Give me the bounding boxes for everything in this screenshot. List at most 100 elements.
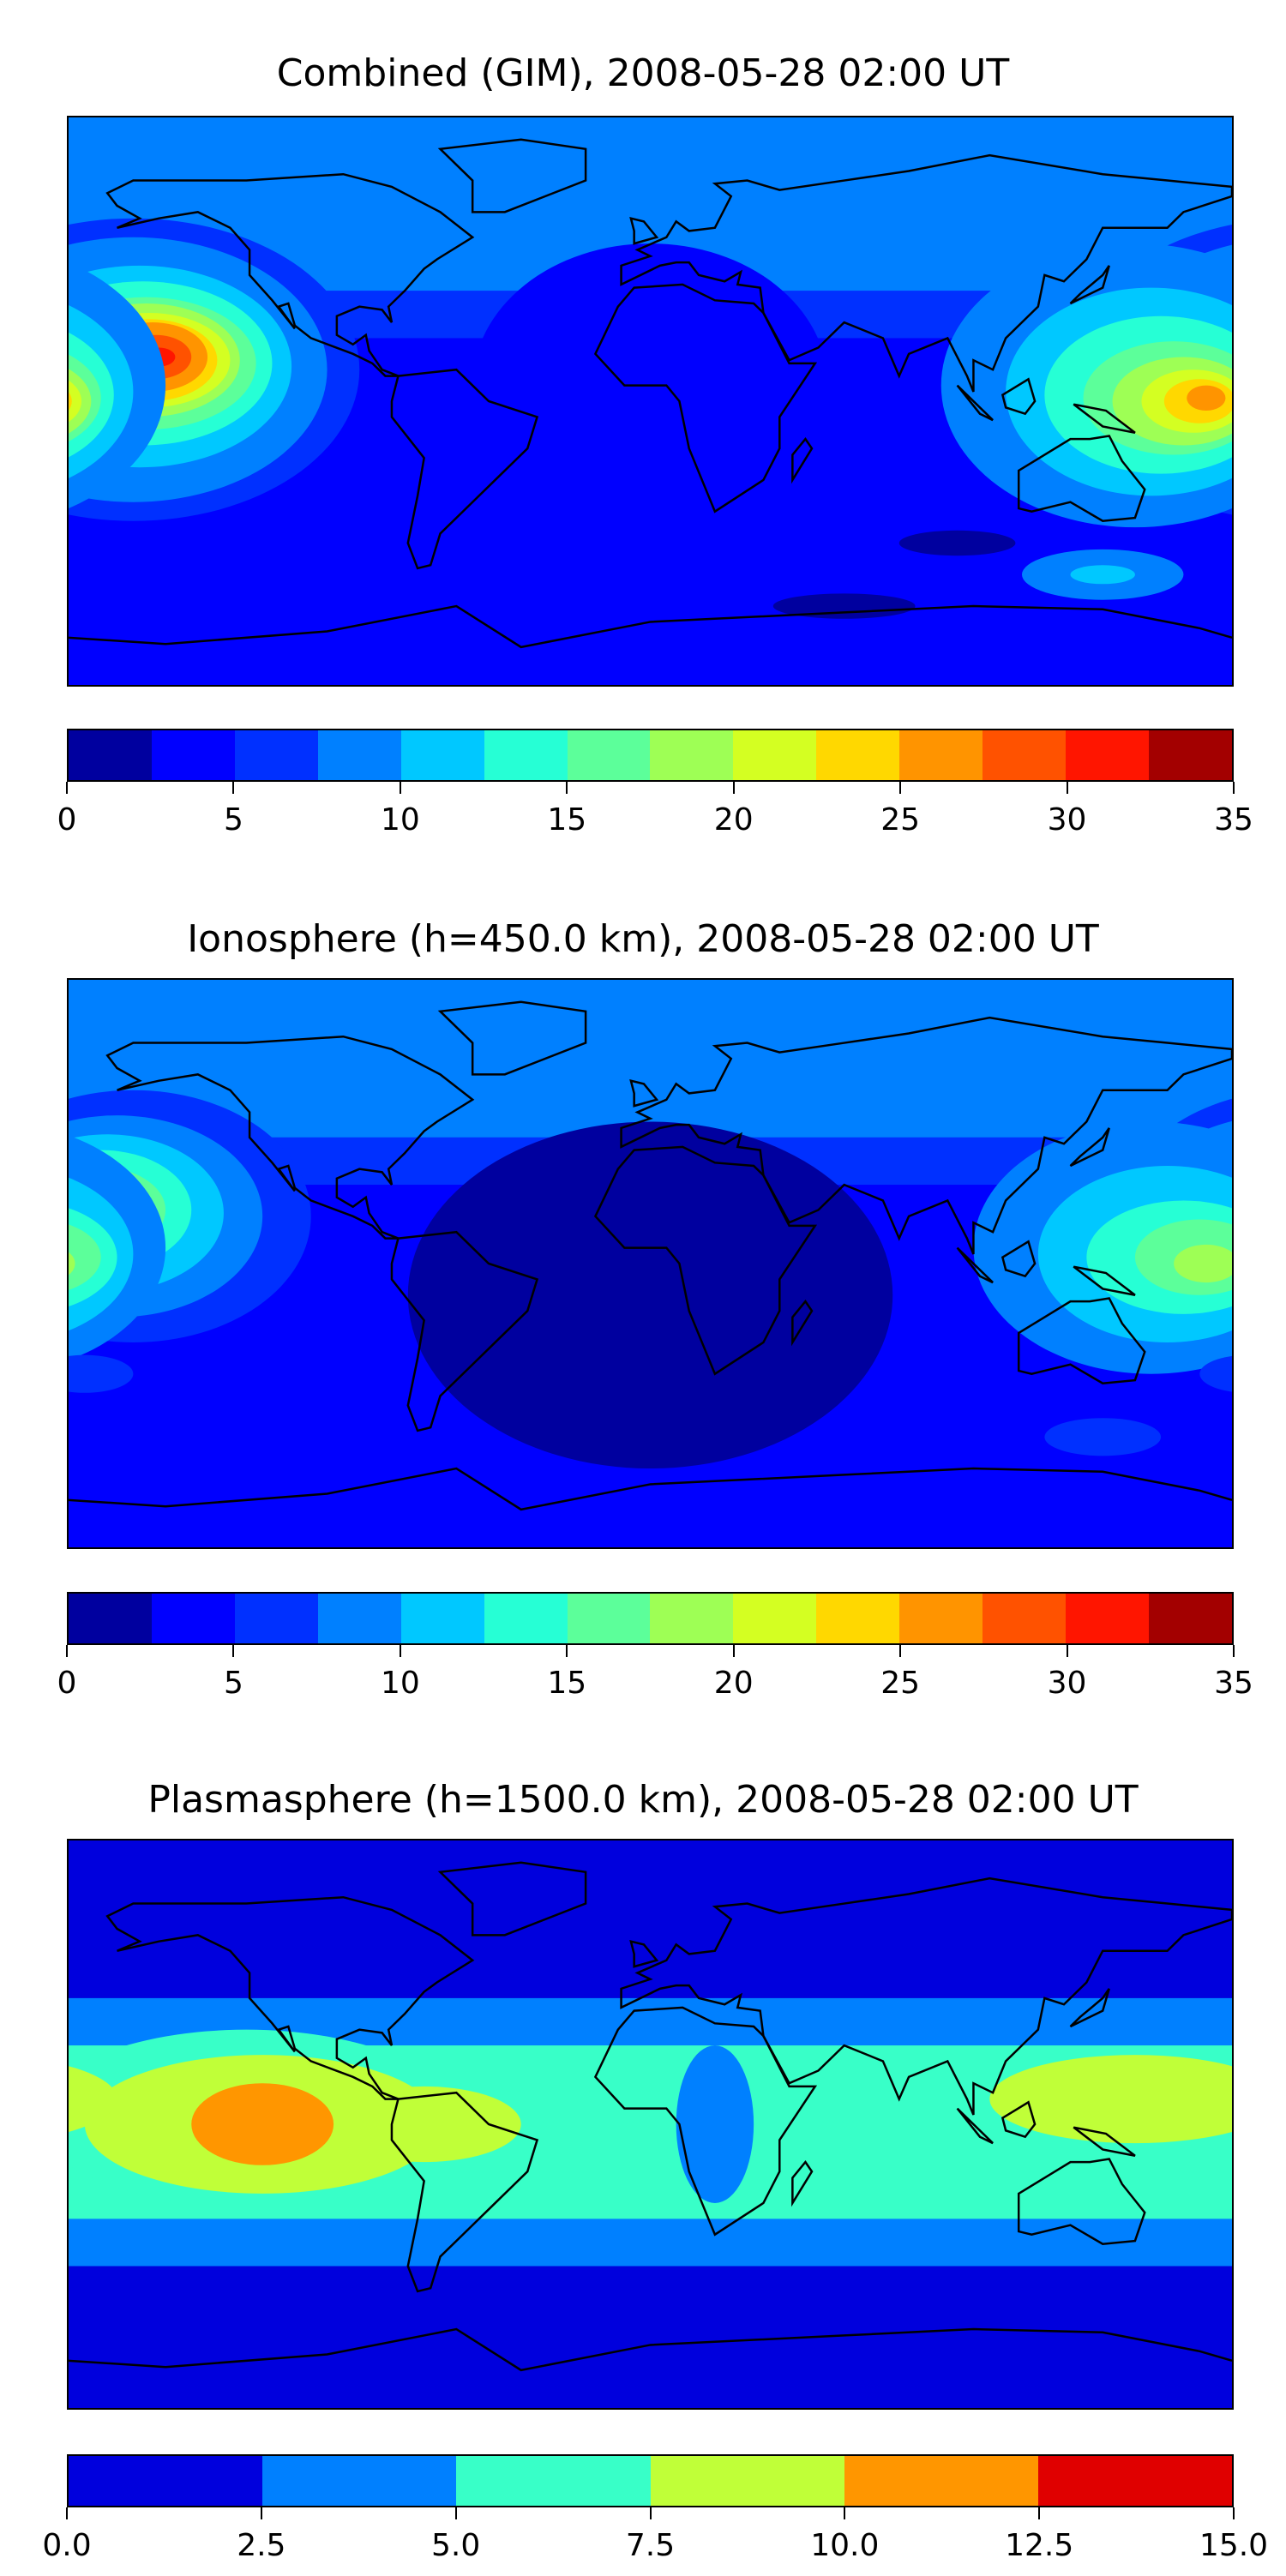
colorbar-segment xyxy=(484,1594,568,1643)
coastline xyxy=(1002,379,1035,413)
colorbar-tick xyxy=(844,2507,846,2519)
colorbar-segment xyxy=(650,730,734,780)
coastline-antarctica xyxy=(69,606,1232,647)
contour-region xyxy=(772,593,916,619)
colorbar-tick-label: 7.5 xyxy=(625,2528,676,2563)
colorbar-tick-label: 25 xyxy=(880,1666,921,1701)
map-title-plasmasphere: Plasmasphere (h=1500.0 km), 2008-05-28 0… xyxy=(147,1778,1139,1822)
coastline xyxy=(631,219,657,243)
colorbar-segment xyxy=(899,1594,983,1643)
coastline xyxy=(392,2093,538,2291)
colorbar-tick xyxy=(566,1645,568,1657)
colorbar-segment xyxy=(69,2456,263,2506)
colorbar-tick-label: 10 xyxy=(380,802,420,838)
colorbar-combined xyxy=(67,729,1234,782)
colorbar-segment xyxy=(484,730,568,780)
map-combined xyxy=(67,116,1234,687)
coastline xyxy=(622,1878,1232,2115)
colorbar-tick-label: 10.0 xyxy=(810,2528,880,2563)
colorbar-segment xyxy=(1066,1594,1149,1643)
contour-map xyxy=(69,117,1232,685)
coastline xyxy=(440,1002,586,1075)
colorbar-tick-label: 0 xyxy=(57,802,77,838)
colorbar-segment xyxy=(733,730,817,780)
map-title-ionosphere: Ionosphere (h=450.0 km), 2008-05-28 02:0… xyxy=(187,917,1099,961)
colorbar-tick xyxy=(566,782,568,794)
colorbar-ionosphere xyxy=(67,1592,1234,1645)
colorbar-tick xyxy=(66,782,68,794)
coastline xyxy=(792,439,812,480)
contour-region xyxy=(1044,1418,1162,1456)
colorbar-segment xyxy=(400,1594,484,1643)
colorbar-tick-label: 2.5 xyxy=(237,2528,286,2563)
colorbar-tick-label: 30 xyxy=(1047,802,1087,838)
colorbar-segment xyxy=(234,1594,318,1643)
coastline xyxy=(792,1301,812,1342)
contour-region xyxy=(327,2086,521,2163)
coastline xyxy=(107,174,472,375)
coastline xyxy=(1019,2159,1145,2243)
contour-region xyxy=(1199,1355,1232,1392)
coastline xyxy=(1002,2102,1035,2136)
coastline xyxy=(595,1147,814,1374)
colorbar-tick-label: 30 xyxy=(1047,1666,1087,1701)
colorbar-tick xyxy=(899,1645,902,1657)
map-title-combined: Combined (GIM), 2008-05-28 02:00 UT xyxy=(276,51,1010,95)
coastline xyxy=(1019,1298,1145,1383)
contour-region xyxy=(407,1121,893,1469)
coastline xyxy=(1073,2128,1135,2156)
colorbar-plasmasphere xyxy=(67,2454,1234,2507)
colorbar-tick-label: 0.0 xyxy=(42,2528,92,2563)
contour-region xyxy=(676,2045,754,2203)
colorbar-tick-label: 20 xyxy=(713,1666,754,1701)
contour-region xyxy=(69,1354,134,1393)
colorbar-tick xyxy=(899,782,902,794)
colorbar-segment xyxy=(456,2456,651,2506)
colorbar-segment xyxy=(983,730,1067,780)
contour-region xyxy=(69,2066,117,2132)
map-ionosphere xyxy=(67,978,1234,1549)
coastline xyxy=(958,2109,993,2143)
contour-region xyxy=(1174,1244,1232,1283)
colorbar-tick xyxy=(260,2507,262,2519)
coastline-antarctica xyxy=(69,1468,1232,1510)
colorbar-segment xyxy=(400,730,484,780)
coastline xyxy=(1071,266,1109,303)
colorbar-segment xyxy=(650,1594,734,1643)
colorbar-tick-label: 35 xyxy=(1214,1666,1253,1701)
contour-region xyxy=(191,2083,334,2165)
colorbar-segment xyxy=(151,730,235,780)
coastline xyxy=(107,1897,472,2099)
colorbar-segment xyxy=(1066,730,1149,780)
colorbar-segment xyxy=(69,730,152,780)
colorbar-tick-label: 15 xyxy=(547,1666,587,1701)
coastline xyxy=(595,2008,814,2235)
contour-region xyxy=(69,392,72,411)
colorbar-tick xyxy=(399,1645,401,1657)
colorbar-segment xyxy=(816,730,900,780)
colorbar-segment xyxy=(1037,2456,1233,2506)
colorbar-tick xyxy=(732,782,735,794)
colorbar-segment xyxy=(69,1594,152,1643)
coastline xyxy=(392,369,538,568)
coastline xyxy=(595,285,814,512)
coastline xyxy=(1071,1128,1109,1166)
colorbar-tick-label: 25 xyxy=(880,802,921,838)
coastline xyxy=(622,1018,1232,1254)
colorbar-segment xyxy=(650,2456,844,2506)
colorbar-tick xyxy=(1066,1645,1068,1657)
coastline-antarctica xyxy=(69,2329,1232,2370)
coastline xyxy=(1019,435,1145,520)
colorbar-tick xyxy=(399,782,401,794)
colorbar-tick-label: 10 xyxy=(380,1666,420,1701)
colorbar-tick-label: 35 xyxy=(1214,802,1253,838)
colorbar-ticks-plasmasphere: 0.0 2.5 5.0 7.5 10.0 12.5 15.0 xyxy=(42,2507,1268,2576)
colorbar-segment xyxy=(567,730,651,780)
coastline xyxy=(958,1248,993,1282)
colorbar-tick xyxy=(66,1645,68,1657)
colorbar-segment xyxy=(1148,730,1232,780)
colorbar-segment xyxy=(983,1594,1067,1643)
contour-region xyxy=(69,380,82,423)
colorbar-segment xyxy=(899,730,983,780)
coastline xyxy=(958,386,993,420)
